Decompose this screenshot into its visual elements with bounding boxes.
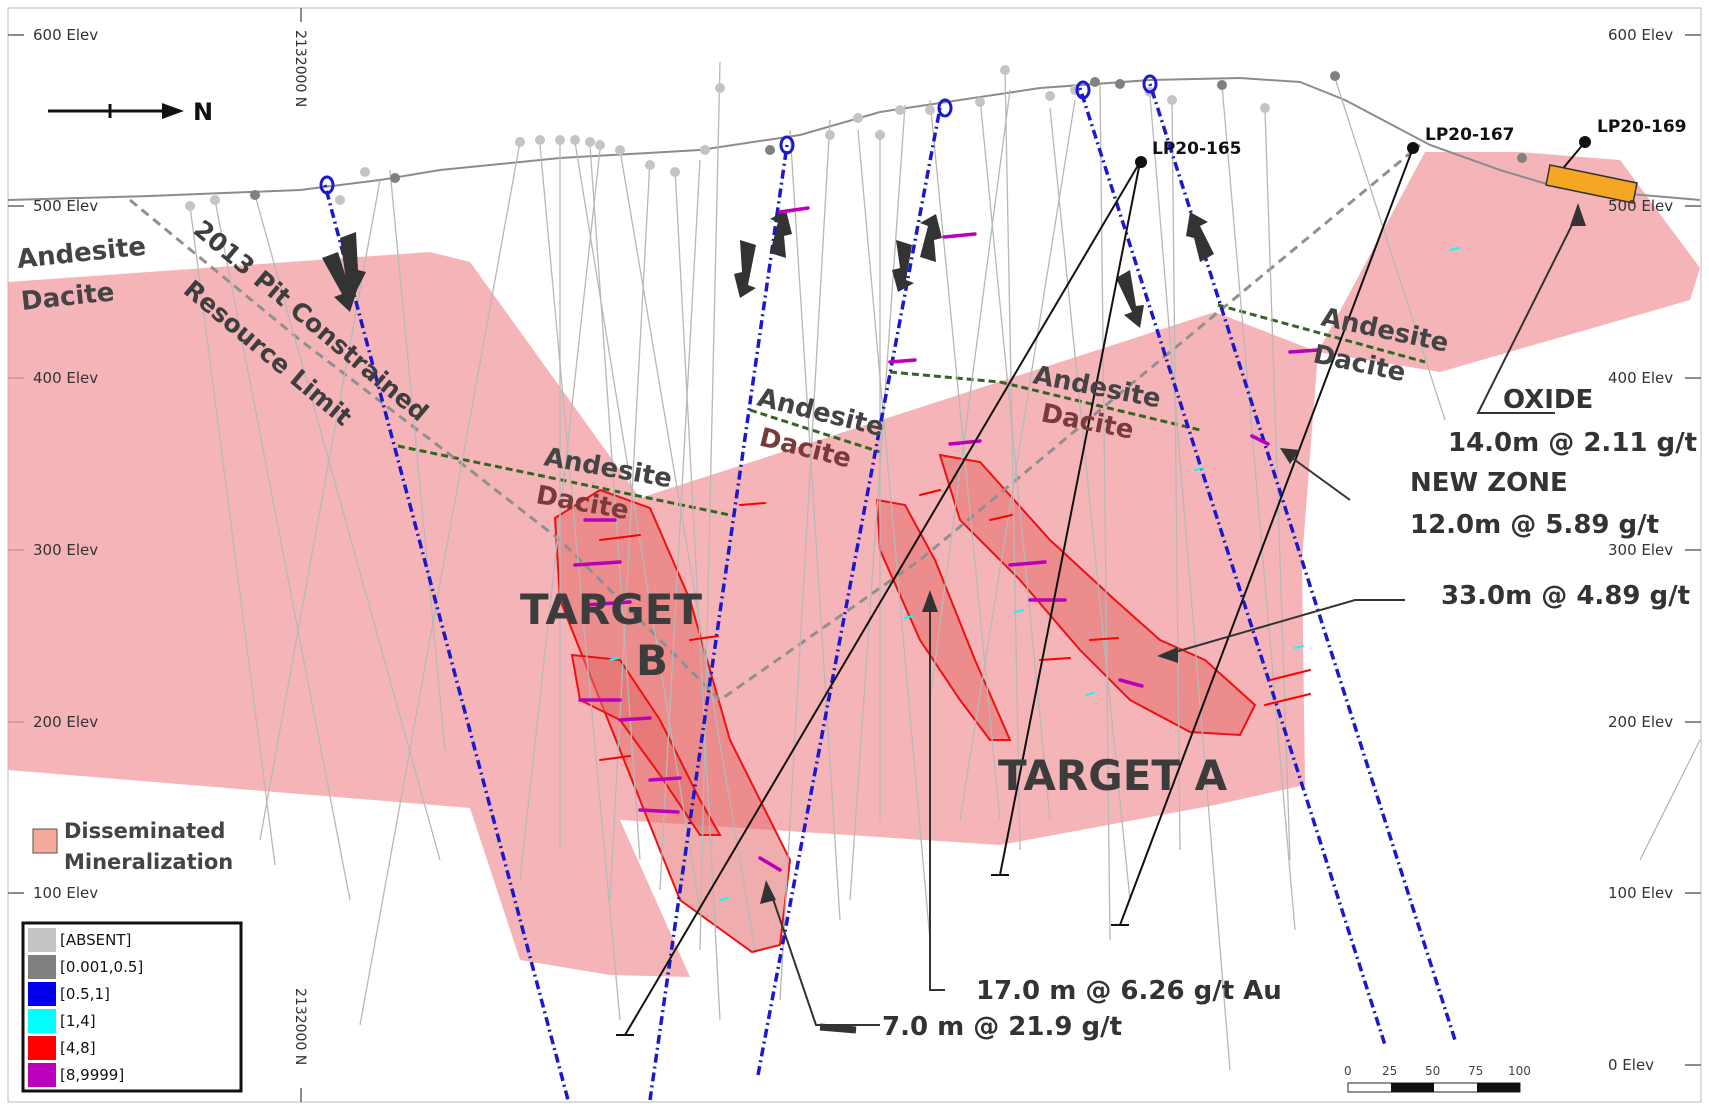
drill-collars	[185, 65, 1527, 211]
target-b-label-line2: B	[636, 636, 668, 685]
hole-lp20-167-trace	[1119, 147, 1414, 926]
structure-holes	[323, 83, 1457, 1101]
mineralization-legend: Disseminated Mineralization	[32, 819, 233, 874]
elev-400-right: 400 Elev	[1608, 369, 1673, 387]
elev-100-left: 100 Elev	[33, 884, 98, 902]
elevation-labels-left: 600 Elev 500 Elev 400 Elev 300 Elev 200 …	[33, 26, 98, 902]
new-zone-value: 12.0m @ 5.89 g/t	[1410, 510, 1659, 540]
swatch-0001-05	[28, 955, 56, 979]
target-a-intercept: 33.0m @ 4.89 g/t	[1441, 581, 1690, 611]
oxide-intercept-bar	[1545, 164, 1638, 204]
grade-legend-8-9999: [8,9999]	[60, 1066, 124, 1084]
assay-intervals	[573, 206, 1459, 901]
grade-legend-1-4: [1,4]	[60, 1012, 96, 1030]
collar-lp20-165	[1135, 156, 1147, 168]
grade-legend-4-8: [4,8]	[60, 1039, 96, 1057]
northing-label-bottom: 2132000 N	[292, 988, 308, 1065]
elev-500-right: 500 Elev	[1608, 197, 1673, 215]
pit-limit-line	[129, 143, 1421, 702]
elev-400-left: 400 Elev	[33, 369, 98, 387]
grade-legend: [ABSENT] [0.001,0.5] [0.5,1] [1,4] [4,8]…	[21, 921, 243, 1093]
elev-500-left: 500 Elev	[33, 197, 98, 215]
elev-200-right: 200 Elev	[1608, 713, 1673, 731]
oxide-title: OXIDE	[1503, 385, 1593, 415]
scale-bar: 0 25 50 75 100	[1344, 1064, 1531, 1093]
mineralization-legend-line2: Mineralization	[64, 850, 233, 874]
elevation-labels-right: 600 Elev 500 Elev 400 Elev 300 Elev 200 …	[1608, 26, 1673, 1074]
scale-label-100: 100	[1508, 1064, 1531, 1078]
target-b-label-line1: TARGET	[520, 585, 702, 634]
elev-300-right: 300 Elev	[1608, 541, 1673, 559]
hole-label-lp20-169: LP20-169	[1597, 117, 1687, 137]
named-drill-holes	[616, 141, 1586, 1036]
scale-label-75: 75	[1468, 1064, 1483, 1078]
hole-lp20-169-trace	[1559, 141, 1586, 173]
swatch-absent	[28, 928, 56, 952]
swatch-05-1	[28, 982, 56, 1006]
collar-lp20-167	[1407, 142, 1419, 154]
target-a-shell	[938, 453, 1257, 737]
grade-legend-box	[21, 921, 243, 1093]
collar-lp20-169	[1579, 136, 1591, 148]
grade-legend-0001-05: [0.001,0.5]	[60, 958, 143, 976]
elev-0-right: 0 Elev	[1608, 1056, 1654, 1074]
north-arrow: N	[48, 98, 213, 126]
high-grade-marker	[819, 1023, 857, 1034]
mineralization-legend-line1: Disseminated	[64, 819, 225, 843]
hole-lp20-165-trace	[624, 161, 1141, 1036]
elev-300-left: 300 Elev	[33, 541, 98, 559]
named-hole-collars	[1135, 136, 1591, 168]
hole-label-lp20-165: LP20-165	[1152, 139, 1242, 159]
callout-arrowheads	[760, 203, 1586, 904]
scale-label-0: 0	[1344, 1064, 1352, 1078]
target-a-label: TARGET A	[998, 751, 1228, 800]
oxide-value: 14.0m @ 2.11 g/t	[1448, 428, 1697, 458]
target-center-shell	[875, 498, 1012, 741]
northing-label-top: 2132000 N	[292, 30, 308, 107]
high-grade-intercept: 7.0 m @ 21.9 g/t	[882, 1012, 1122, 1042]
elev-600-left: 600 Elev	[33, 26, 98, 44]
swatch-8-9999	[28, 1063, 56, 1087]
fault-movement-arrows	[322, 210, 1214, 328]
scale-label-25: 25	[1382, 1064, 1397, 1078]
new-zone-title: NEW ZONE	[1410, 468, 1568, 498]
scale-label-50: 50	[1425, 1064, 1440, 1078]
lp20-165-intercept: 17.0 m @ 6.26 g/t Au	[976, 976, 1282, 1006]
elev-100-right: 100 Elev	[1608, 884, 1673, 902]
grade-legend-05-1: [0.5,1]	[60, 985, 110, 1003]
structure-hole-collars	[319, 74, 1158, 195]
swatch-1-4	[28, 1009, 56, 1033]
drill-traces	[189, 61, 1701, 1071]
swatch-4-8	[28, 1036, 56, 1060]
elev-600-right: 600 Elev	[1608, 26, 1673, 44]
elev-200-left: 200 Elev	[33, 713, 98, 731]
hole-label-lp20-167: LP20-167	[1425, 125, 1515, 145]
north-label: N	[193, 98, 213, 126]
grade-legend-absent: [ABSENT]	[60, 931, 131, 949]
mineralization-swatch	[32, 828, 58, 854]
callout-leaders	[769, 212, 1579, 1026]
